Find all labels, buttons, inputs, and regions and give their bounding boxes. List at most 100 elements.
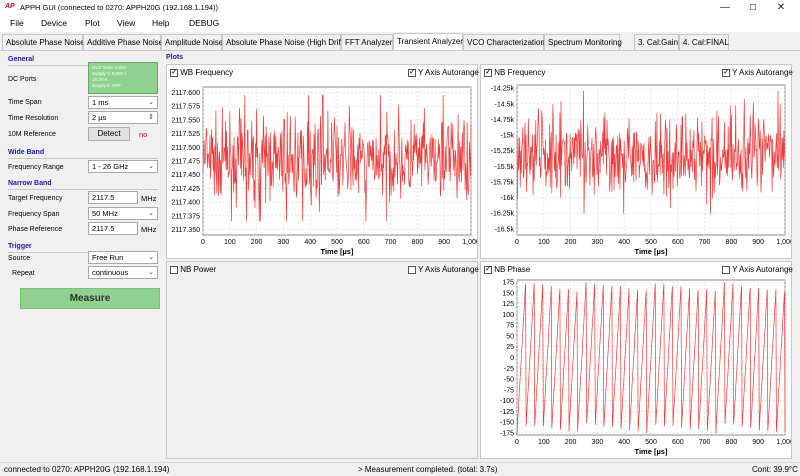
nb-power-panel: NB Power Y Axis Autorange — [166, 261, 479, 459]
y-tick-label: 2117.600 — [171, 90, 200, 97]
y-tick-label: 100 — [502, 312, 514, 319]
target-frequency-input[interactable]: 2117.5 — [88, 191, 138, 204]
menu-help[interactable]: Help — [152, 18, 170, 28]
time-resolution-select[interactable]: 2 µs ⇕ — [88, 111, 158, 124]
nb-power-title: NB Power — [180, 265, 217, 274]
tab-cal-gain[interactable]: 3. Cal:Gain — [634, 34, 679, 50]
y-tick-label: 2117.375 — [171, 213, 200, 220]
menu-view[interactable]: View — [117, 18, 136, 28]
measurement-status: > Measurement completed. (total: 3.7s) — [358, 465, 498, 474]
tab-divider — [0, 50, 800, 51]
y-tick-label: -15k — [500, 133, 514, 140]
autorange-label: Y Axis Autorange — [732, 265, 793, 274]
menu-device[interactable]: Device — [41, 18, 67, 28]
y-tick-label: -100 — [500, 398, 514, 405]
nb-power-toggle[interactable]: NB Power — [170, 265, 216, 274]
y-tick-label: -175 — [500, 430, 514, 437]
phase-reference-input[interactable]: 2117.5 — [88, 222, 138, 235]
detect-button[interactable]: Detect — [88, 127, 130, 141]
y-tick-label: -15.5k — [495, 164, 515, 171]
nb-autorange-toggle[interactable]: Y Axis Autorange — [722, 67, 793, 77]
repeat-select[interactable]: continuous ⌄ — [88, 266, 158, 279]
frequency-range-value: 1 - 26 GHz — [92, 162, 129, 171]
nbp-autorange-toggle[interactable]: Y Axis Autorange — [408, 265, 479, 274]
x-tick-label: 0 — [515, 239, 519, 246]
target-frequency-label: Target Frequency — [8, 195, 63, 202]
tab-absolute-phase-noise[interactable]: Absolute Phase Noise — [2, 34, 85, 50]
tab-vco-characterization[interactable]: VCO Characterization — [463, 34, 545, 50]
frequency-span-select[interactable]: 50 MHz ⌄ — [88, 207, 158, 220]
dc-ports-status[interactable]: OUT Tune: 0.50V Supply 1: 5.00V / 18.3mA… — [88, 62, 158, 94]
x-tick-label: 600 — [358, 239, 370, 246]
tab-transient-analyzer[interactable]: Transient Analyzer — [393, 33, 463, 51]
y-tick-label: -50 — [504, 377, 514, 384]
y-tick-label: 2117.425 — [171, 186, 200, 193]
wb-autorange-toggle[interactable]: Y Axis Autorange — [408, 67, 479, 77]
x-tick-label: 400 — [618, 439, 630, 446]
measure-button[interactable]: Measure — [20, 288, 160, 309]
maximize-button[interactable]: ☐ — [749, 3, 757, 12]
y-tick-label: 75 — [506, 323, 514, 330]
checkbox-icon — [170, 265, 178, 274]
nb-frequency-toggle[interactable]: NB Frequency — [484, 67, 546, 77]
tab-additive-phase-noise[interactable]: Additive Phase Noise — [83, 34, 163, 50]
y-tick-label: -14.25k — [491, 86, 515, 93]
dc-line: Supply 2: OFF — [92, 83, 122, 88]
x-tick-label: 300 — [278, 239, 290, 246]
tab-amplitude-noise[interactable]: Amplitude Noise — [161, 34, 223, 50]
wideband-header: Wide Band — [8, 149, 45, 156]
nb-frequency-panel: NB Frequency Y Axis Autorange 0 100 200 300… — [480, 64, 793, 259]
phase-reference-label: Phase Reference — [8, 226, 63, 233]
repeat-value: continuous — [92, 268, 129, 277]
source-select[interactable]: Free Run ⌄ — [88, 251, 158, 264]
x-tick-label: 500 — [645, 239, 657, 246]
narrowband-divider — [8, 189, 158, 190]
menu-plot[interactable]: Plot — [85, 18, 100, 28]
wb-frequency-title: WB Frequency — [180, 68, 234, 77]
tab-fft-analyzer[interactable]: FFT Analyzer — [341, 34, 393, 50]
checkbox-icon — [170, 67, 178, 77]
phase-autorange-toggle[interactable]: Y Axis Autorange — [722, 265, 793, 274]
nb-phase-toggle[interactable]: NB Phase — [484, 264, 530, 274]
x-tick-label: 1,000 — [462, 239, 477, 246]
time-span-select[interactable]: 1 ms ⌄ — [88, 96, 158, 109]
series-line — [516, 282, 786, 435]
menu-debug[interactable]: DEBUG — [189, 18, 220, 28]
x-tick-label: 200 — [565, 439, 577, 446]
y-tick-label: -16.5k — [495, 226, 515, 233]
app-logo: AP — [5, 3, 15, 10]
x-tick-label: 700 — [385, 239, 397, 246]
wb-frequency-toggle[interactable]: WB Frequency — [170, 67, 234, 77]
tab-absolute-phase-noise-high-drift[interactable]: Absolute Phase Noise (High Drift) — [222, 34, 346, 50]
tab-cal-final[interactable]: 4. Cal:FINAL — [679, 34, 729, 50]
frequency-range-label: Frequency Range — [8, 164, 64, 171]
trigger-header: Trigger — [8, 243, 32, 250]
x-tick-label: 0 — [515, 439, 519, 446]
close-button[interactable]: ✕ — [776, 2, 786, 13]
nb-frequency-title: NB Frequency — [494, 68, 546, 77]
y-tick-label: 2117.525 — [171, 131, 200, 138]
repeat-label: Repeat — [12, 270, 35, 277]
narrowband-header: Narrow Band — [8, 180, 52, 187]
minimize-button[interactable]: — — [720, 2, 730, 13]
y-tick-label: 125 — [502, 301, 514, 308]
x-tick-label: 200 — [565, 239, 577, 246]
y-tick-label: -75 — [504, 387, 514, 394]
frequency-range-select[interactable]: 1 - 26 GHz ⌄ — [88, 160, 158, 173]
x-tick-label: 700 — [699, 239, 711, 246]
y-tick-label: 0 — [510, 355, 514, 362]
tab-spectrum-monitoring[interactable]: Spectrum Monitoring — [544, 34, 622, 50]
y-tick-label: 50 — [506, 333, 514, 340]
source-label: Source — [8, 255, 31, 262]
menu-file[interactable]: File — [10, 18, 24, 28]
time-span-value: 1 ms — [92, 98, 109, 107]
spinner-icon: ⇕ — [148, 114, 154, 121]
wideband-divider — [8, 158, 158, 159]
x-tick-label: 900 — [752, 239, 764, 246]
general-divider — [8, 65, 158, 66]
trigger-divider — [8, 252, 158, 253]
connection-status: connected to 0270: APPH20G (192.168.1.19… — [4, 465, 170, 474]
nb-phase-chart: 01002003004005006007008009001,0001751501… — [500, 279, 791, 456]
target-frequency-unit: MHz — [141, 194, 157, 203]
title-bar: AP APPH GUI (connected to 0270: APPH20G … — [0, 0, 800, 16]
